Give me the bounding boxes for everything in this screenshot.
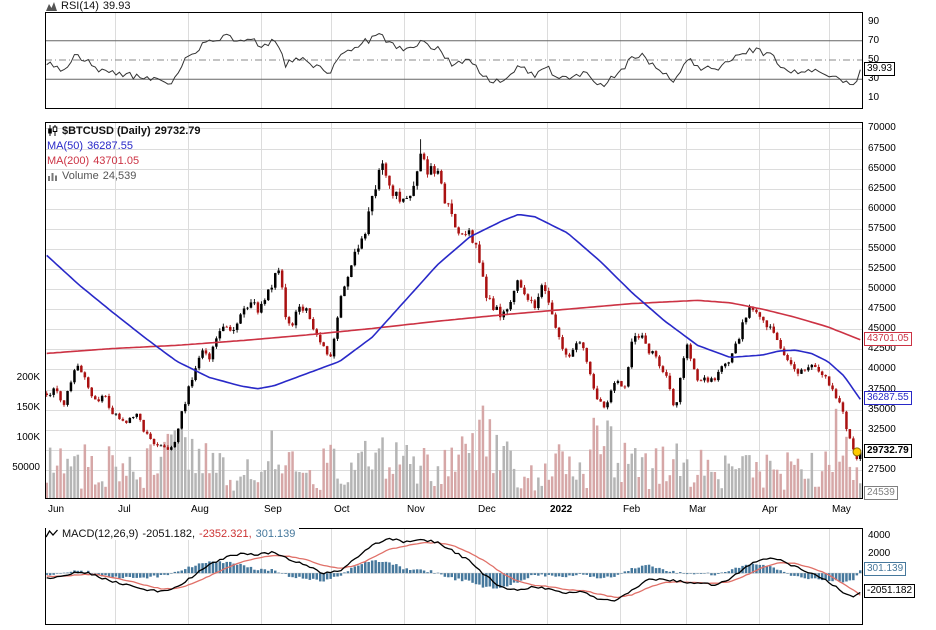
rsi-plot bbox=[45, 12, 863, 109]
symbol-price: 29732.79 bbox=[154, 124, 201, 137]
macd-legend: MACD(12,26,9) -2051.182, -2352.321, 301.… bbox=[46, 528, 300, 540]
plot-border bbox=[45, 122, 863, 499]
x-axis: Jun Jul Aug Sep Oct Nov Dec 2022 Feb Mar Apr May bbox=[0, 502, 936, 519]
x-axis-month-label: May bbox=[832, 504, 851, 515]
ma50-row: MA(50) 36287.55 bbox=[47, 138, 201, 153]
x-axis-month-label: Oct bbox=[334, 504, 350, 515]
macd-signal-line bbox=[46, 541, 861, 599]
x-axis-month-label: Sep bbox=[264, 504, 282, 515]
indicator-icon bbox=[46, 1, 57, 11]
ma200-row: MA(200) 43701.05 bbox=[47, 153, 201, 168]
x-axis-month-label: Nov bbox=[407, 504, 425, 515]
ma200-label: MA(200) bbox=[47, 154, 90, 167]
macd-hist-value: 301.139 bbox=[255, 528, 296, 540]
volume-row: Volume 24,539 bbox=[47, 168, 201, 183]
rsi-legend: RSI(14) 39.93 bbox=[46, 0, 135, 12]
symbol-row: $BTCUSD (Daily) 29732.79 bbox=[47, 123, 201, 138]
x-axis-month-label: Mar bbox=[689, 504, 707, 515]
macd-histogram bbox=[45, 560, 862, 589]
rsi-line bbox=[46, 33, 861, 88]
candlestick-icon bbox=[48, 125, 58, 136]
macd-line bbox=[46, 537, 861, 602]
volume-bars bbox=[45, 405, 862, 498]
ma200-value: 43701.05 bbox=[93, 154, 140, 167]
ma200-line bbox=[46, 299, 861, 355]
x-axis-month-label: 2022 bbox=[550, 504, 573, 515]
x-axis-month-label: Jun bbox=[48, 504, 65, 515]
last-price-marker bbox=[852, 447, 862, 457]
ma50-label: MA(50) bbox=[47, 139, 84, 152]
x-axis-month-label: Dec bbox=[478, 504, 496, 515]
ma50-value: 36287.55 bbox=[87, 139, 133, 152]
x-axis-month-label: Apr bbox=[762, 504, 778, 515]
x-axis-month-label: Jul bbox=[118, 504, 131, 515]
rsi-legend-label: RSI(14) bbox=[61, 0, 99, 12]
macd-signal-value: -2352.321, bbox=[199, 528, 252, 540]
main-legend: $BTCUSD (Daily) 29732.79 MA(50) 36287.55… bbox=[47, 123, 201, 183]
candlestick-series bbox=[45, 139, 862, 461]
volume-value: 24,539 bbox=[102, 169, 137, 182]
macd-plot bbox=[45, 528, 863, 625]
rsi-legend-value: 39.93 bbox=[102, 0, 131, 12]
price-plot bbox=[45, 122, 863, 499]
x-axis-month-label: Feb bbox=[623, 504, 641, 515]
price-gridlines bbox=[45, 128, 862, 471]
plot-border bbox=[45, 528, 863, 625]
macd-value: -2051.182, bbox=[142, 528, 196, 540]
symbol-label: $BTCUSD (Daily) bbox=[62, 124, 151, 137]
macd-legend-label: MACD(12,26,9) bbox=[62, 528, 139, 540]
volume-bars-icon bbox=[48, 173, 57, 181]
x-axis-month-label: Aug bbox=[191, 504, 209, 515]
macd-line-icon bbox=[46, 529, 58, 538]
volume-label: Volume bbox=[62, 169, 99, 182]
ma50-line bbox=[46, 214, 861, 400]
plot-border bbox=[45, 12, 863, 109]
